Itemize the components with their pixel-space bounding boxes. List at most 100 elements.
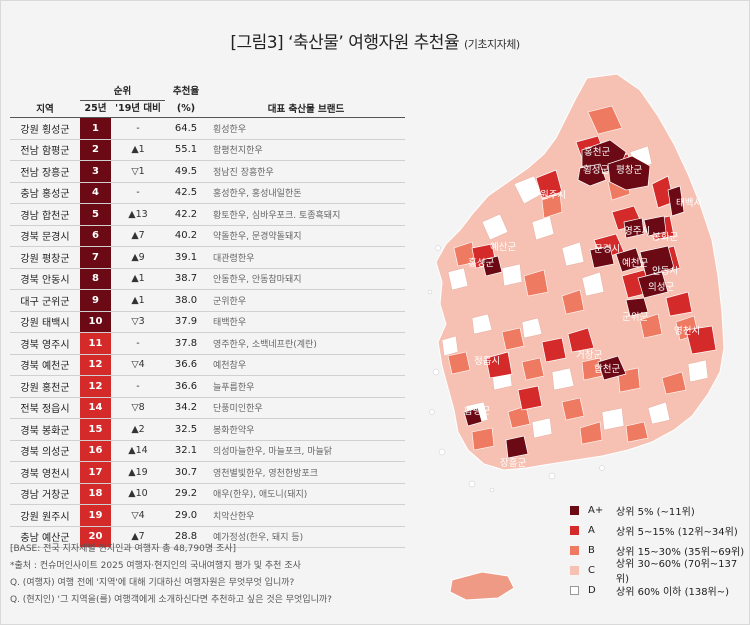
region-uiseong bbox=[637, 271, 669, 299]
table-row: 경북 영주시 11-37.8 영주한우, 소백네프란(계란) bbox=[10, 332, 405, 355]
recommend-rate-cell: 49.5 bbox=[165, 160, 207, 183]
region-gunwi bbox=[625, 297, 649, 317]
brand-cell: 약돌한우, 문경약돌돼지 bbox=[207, 225, 405, 247]
recommend-rate-cell: 42.5 bbox=[165, 182, 207, 204]
legend-swatch bbox=[570, 545, 579, 555]
map-region-label: 예산군 bbox=[490, 242, 516, 253]
rank-cell: 20 bbox=[80, 526, 111, 548]
map-region-label: 원주시 bbox=[540, 190, 566, 201]
recommend-rate-cell: 38.0 bbox=[165, 289, 207, 312]
recommend-rate-cell: 37.8 bbox=[165, 332, 207, 355]
table-row: 전남 장흥군 3 ▽1 49.5 정남진 장흥한우 bbox=[10, 160, 405, 183]
rank-cell: 6 bbox=[80, 225, 111, 247]
legend-desc: 상위 15~30% (35위~69위) bbox=[616, 546, 745, 558]
region-cell: 경북 예천군 bbox=[10, 354, 80, 376]
legend-desc: 상위 30~60% (70위~137위) bbox=[615, 559, 738, 585]
region-cell: 전남 장흥군 bbox=[10, 160, 80, 183]
recommend-rate-cell: 40.2 bbox=[165, 225, 207, 247]
table-row: 강원 태백시 10 ▽3 37.9 태백한우 bbox=[10, 311, 405, 333]
legend-item: C 상위 30~60% (70위~137위) bbox=[570, 559, 750, 585]
table-row: 전남 함평군 2 ▲1 55.1 함평천지한우 bbox=[10, 139, 405, 161]
legend-item: B 상위 15~30% (35위~69위) bbox=[570, 540, 750, 560]
rank-cell: 18 bbox=[80, 483, 111, 505]
small-islands bbox=[427, 245, 605, 493]
region-cell: 경북 안동시 bbox=[10, 268, 80, 290]
legend-swatch bbox=[570, 525, 579, 535]
table-row: 경북 의성군 16 ▲14 32.1 의성마늘한우, 마늘포크, 마늘닭 bbox=[10, 440, 405, 462]
brand-cell: 늘푸름한우 bbox=[207, 375, 405, 398]
region-cell: 경북 의성군 bbox=[10, 440, 80, 462]
legend-desc: 상위 5~15% (12위~34위) bbox=[616, 526, 738, 538]
rank-change-cell: ▲19 bbox=[111, 461, 165, 484]
region-cell: 경북 봉화군 bbox=[10, 418, 80, 441]
rank-change-cell: - bbox=[111, 182, 165, 204]
rank-change-cell: ▲1 bbox=[111, 268, 165, 290]
legend-swatch bbox=[570, 505, 579, 515]
recommend-rate-cell: 34.2 bbox=[165, 397, 207, 419]
map-region-label: 홍천군 bbox=[584, 146, 610, 158]
map-region-label: 군위군 bbox=[622, 311, 648, 323]
rank-cell: 2 bbox=[80, 139, 111, 161]
legend-item: D 상위 60% 이하 (138위~) bbox=[570, 580, 750, 600]
rank-change-cell: ▽4 bbox=[111, 504, 165, 527]
brand-cell: 예가정성(한우, 돼지 등) bbox=[207, 526, 405, 548]
col-header-brand: 대표 축산물 브랜드 bbox=[207, 84, 405, 118]
table-row: 전북 정읍시 14 ▽8 34.2 단풍미인한우 bbox=[10, 397, 405, 419]
title-main: [그림3] ‘축산물’ 여행자원 추천율 bbox=[230, 33, 460, 53]
col-header-region: 지역 bbox=[10, 84, 80, 118]
region-cell: 충남 예산군 bbox=[10, 526, 80, 548]
note-question-local: Q. (현지인) '그 지역을(를) 여행객에게 소개하신다면 추천하고 싶은 … bbox=[10, 595, 332, 605]
region-yecheon bbox=[615, 247, 643, 273]
legend-grade: D bbox=[588, 584, 596, 596]
rank-change-cell: ▲10 bbox=[111, 483, 165, 505]
legend-desc: 상위 60% 이하 (138위~) bbox=[616, 586, 730, 598]
map-region-label: 봉화군 bbox=[652, 232, 678, 243]
rank-cell: 14 bbox=[80, 397, 111, 419]
map-region-label: 장흥군 bbox=[500, 457, 526, 469]
table-row: 경남 합천군 5 ▲13 42.2 황토한우, 심바우포크. 토종흑돼지 bbox=[10, 203, 405, 226]
table-row: 강원 홍천군 12-36.6 늘푸름한우 bbox=[10, 375, 405, 398]
legend-grade: A+ bbox=[588, 504, 604, 516]
col-header-rank-19: '19년 대비 bbox=[111, 100, 165, 118]
region-cell: 충남 홍성군 bbox=[10, 182, 80, 204]
recommend-rate-cell: 55.1 bbox=[165, 139, 207, 161]
col-header-rank-group: 순위 bbox=[80, 84, 165, 101]
table-row: 충남 홍성군 4-42.5 홍성한우, 홍성내일한돈 bbox=[10, 182, 405, 204]
rank-cell: 4 bbox=[80, 182, 111, 204]
tier-b-regions bbox=[447, 105, 699, 451]
title-sub: (기초지자체) bbox=[464, 38, 520, 51]
ranking-table-body: 강원 횡성군 1-64.5 횡성한우 전남 함평군 2 ▲1 55.1 함평천지한우 전남 장흥… bbox=[10, 117, 405, 548]
map-region-label: 정읍시 bbox=[474, 356, 500, 367]
recommend-rate-cell: 38.7 bbox=[165, 268, 207, 290]
brand-cell: 치악산한우 bbox=[207, 504, 405, 527]
rank-cell: 15 bbox=[80, 418, 111, 441]
map-region-label: 안동시 bbox=[652, 266, 678, 277]
legend-grade: C bbox=[587, 564, 595, 576]
col-header-rate-unit: (%) bbox=[165, 100, 207, 118]
region-hongseong bbox=[481, 255, 503, 277]
recommend-rate-cell: 42.2 bbox=[165, 203, 207, 226]
rank-change-cell: ▲9 bbox=[111, 246, 165, 269]
recommend-rate-cell: 29.0 bbox=[165, 504, 207, 527]
note-base: [BASE: 전국 지자체별 현지인과 여행자 총 48,790명 조사] bbox=[10, 544, 237, 554]
table-row: 경북 안동시 8 ▲1 38.7 안동한우, 안동참마돼지 bbox=[10, 268, 405, 290]
rank-cell: 7 bbox=[80, 246, 111, 269]
legend-item: A 상위 5~15% (12위~34위) bbox=[570, 520, 750, 540]
region-pyeongchang bbox=[607, 155, 651, 191]
region-hapcheon bbox=[597, 355, 627, 381]
rank-change-cell: ▽3 bbox=[111, 311, 165, 333]
map-region-label: 평창군 bbox=[616, 165, 642, 176]
region-bonghwa bbox=[643, 215, 667, 237]
region-cell: 전북 정읍시 bbox=[10, 397, 80, 419]
map-region-label: 거창군 bbox=[576, 350, 602, 361]
rank-change-cell: ▲1 bbox=[111, 139, 165, 161]
brand-cell: 군위한우 bbox=[207, 289, 405, 312]
rank-cell: 3 bbox=[80, 160, 111, 183]
table-row: 강원 횡성군 1-64.5 횡성한우 bbox=[10, 117, 405, 140]
map-region-label: 합천군 bbox=[594, 364, 620, 375]
brand-cell: 태백한우 bbox=[207, 311, 405, 333]
legend-swatch bbox=[570, 565, 579, 575]
region-cell: 경북 문경시 bbox=[10, 225, 80, 247]
